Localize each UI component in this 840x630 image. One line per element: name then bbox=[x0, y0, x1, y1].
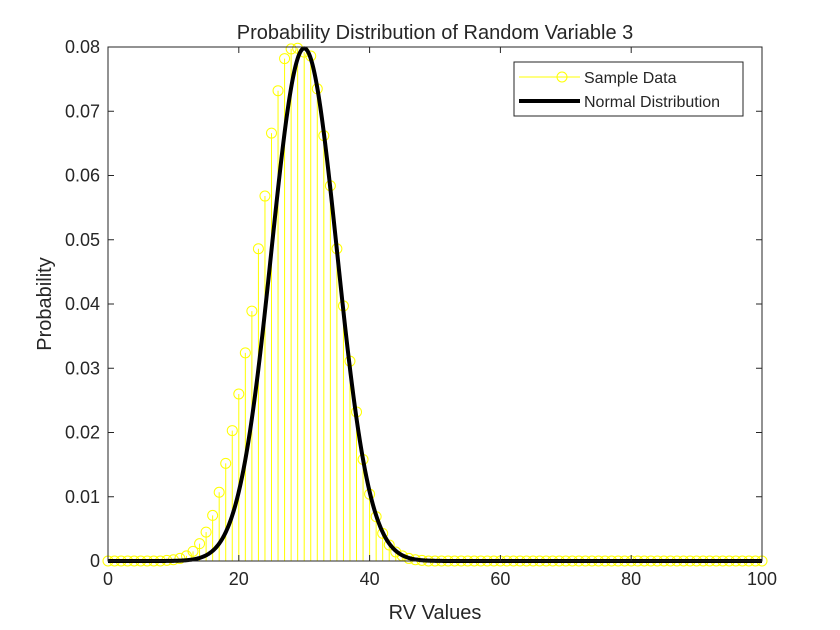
y-tick-label: 0.04 bbox=[65, 294, 100, 314]
y-tick-label: 0.06 bbox=[65, 166, 100, 186]
y-tick-label: 0 bbox=[90, 551, 100, 571]
plot-area-box bbox=[107, 46, 763, 562]
sample-point bbox=[194, 538, 206, 550]
legend-box bbox=[513, 61, 744, 117]
sample-point bbox=[383, 539, 395, 551]
sample-point bbox=[266, 127, 277, 139]
y-tick-label: 0.05 bbox=[65, 230, 100, 250]
x-tick-label: 100 bbox=[747, 569, 777, 589]
x-axis-ticks: 0 20 40 60 80 100 bbox=[103, 47, 777, 589]
x-tick-label: 40 bbox=[360, 569, 380, 589]
x-tick-label: 80 bbox=[621, 569, 641, 589]
sample-point bbox=[220, 457, 232, 469]
sample-point bbox=[279, 53, 291, 65]
legend-sample-label: Sample Data bbox=[584, 70, 677, 87]
sample-point bbox=[226, 425, 238, 437]
x-tick-label: 60 bbox=[490, 569, 510, 589]
legend: Sample Data Normal Distribution bbox=[513, 61, 744, 117]
sample-point bbox=[246, 305, 258, 317]
y-tick-label: 0.07 bbox=[65, 101, 100, 121]
plot-axes bbox=[107, 46, 763, 562]
chart-title: Probability Distribution of Random Varia… bbox=[237, 22, 634, 44]
x-tick-label: 20 bbox=[229, 569, 249, 589]
sample-point bbox=[239, 347, 251, 359]
sample-point bbox=[207, 509, 219, 521]
y-tick-label: 0.03 bbox=[65, 358, 100, 378]
sample-point bbox=[213, 486, 225, 498]
sample-point bbox=[272, 85, 284, 97]
x-tick-label: 0 bbox=[103, 569, 113, 589]
sample-point bbox=[285, 43, 297, 55]
y-axis-label: Probability bbox=[34, 257, 56, 350]
sample-point bbox=[233, 388, 245, 400]
normal-distribution-series bbox=[108, 46, 762, 563]
x-axis-label: RV Values bbox=[389, 602, 482, 624]
sample-data-series bbox=[102, 42, 768, 567]
y-tick-label: 0.08 bbox=[65, 37, 100, 57]
legend-normal-label: Normal Distribution bbox=[584, 94, 720, 111]
legend-sample-marker bbox=[556, 71, 568, 83]
y-tick-label: 0.02 bbox=[65, 423, 100, 443]
sample-point bbox=[200, 526, 212, 538]
y-tick-label: 0.01 bbox=[65, 487, 100, 507]
sample-point bbox=[187, 545, 199, 557]
sample-point bbox=[252, 243, 264, 255]
sample-point bbox=[390, 546, 402, 558]
sample-point bbox=[259, 190, 271, 202]
y-axis-ticks: 0 0.01 0.02 0.03 0.04 0.05 0.06 0.07 0.08 bbox=[65, 37, 762, 571]
